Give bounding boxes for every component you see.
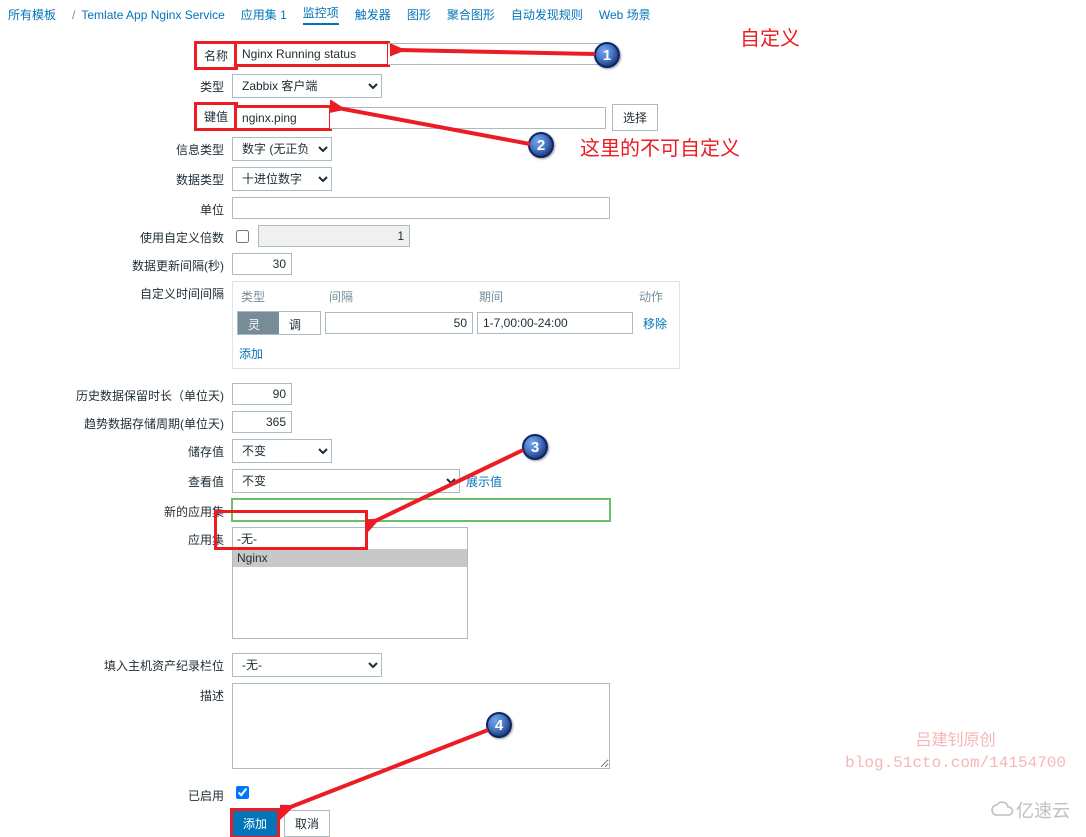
- label-custom-intervals: 自定义时间间隔: [0, 281, 232, 302]
- multiplier-checkbox[interactable]: [236, 230, 249, 243]
- key-input[interactable]: [236, 107, 330, 129]
- update-interval-input[interactable]: [232, 253, 292, 275]
- label-trends: 趋势数据存储周期(单位天): [0, 411, 232, 432]
- interval-head-period: 期间: [471, 282, 631, 311]
- badge-3: 3: [522, 434, 548, 460]
- label-app: 应用集: [0, 527, 232, 548]
- badge-1: 1: [594, 42, 620, 68]
- tab-items[interactable]: 监控项: [303, 4, 339, 25]
- label-data-type: 数据类型: [0, 167, 232, 188]
- label-info-type: 信息类型: [0, 137, 232, 158]
- link-all-templates[interactable]: 所有模板: [8, 6, 56, 23]
- interval-type-segment: 灵活 调度: [237, 311, 321, 335]
- type-select[interactable]: Zabbix 客户端: [232, 74, 382, 98]
- watermark: 吕建钊原创 blog.51cto.com/14154700: [845, 730, 1066, 775]
- host-inventory-select[interactable]: -无-: [232, 653, 382, 677]
- label-host-inventory: 填入主机资产纪录栏位: [0, 653, 232, 674]
- data-type-select[interactable]: 十进位数字: [232, 167, 332, 191]
- cloud-icon: [990, 801, 1016, 819]
- label-type: 类型: [0, 74, 232, 95]
- watermark-line1: 吕建钊原创: [845, 730, 1066, 752]
- badge-4: 4: [486, 712, 512, 738]
- select-key-button[interactable]: 选择: [612, 104, 658, 131]
- history-input[interactable]: [232, 383, 292, 405]
- key-input-overflow[interactable]: [330, 107, 606, 129]
- label-description: 描述: [0, 683, 232, 704]
- interval-table: 类型 间隔 期间 动作 灵活 调度 移除: [232, 281, 680, 369]
- annotation-custom-text: 自定义: [740, 22, 800, 51]
- tab-appset[interactable]: 应用集 1: [241, 6, 287, 23]
- tab-triggers[interactable]: 触发器: [355, 6, 391, 23]
- tab-graphs[interactable]: 图形: [407, 6, 431, 23]
- logo: 亿速云: [990, 797, 1070, 823]
- show-value-map-link[interactable]: 展示值: [466, 473, 502, 490]
- label-key: 键值: [196, 104, 236, 129]
- trends-input[interactable]: [232, 411, 292, 433]
- label-show-value: 查看值: [0, 469, 232, 490]
- interval-head-action: 动作: [631, 282, 679, 311]
- interval-value-input[interactable]: [325, 312, 473, 334]
- breadcrumb-sep: /: [72, 8, 75, 22]
- label-multiplier: 使用自定义倍数: [0, 225, 232, 246]
- interval-remove-link[interactable]: 移除: [637, 315, 667, 332]
- tab-web[interactable]: Web 场景: [599, 6, 651, 23]
- interval-head-type: 类型: [233, 282, 321, 311]
- add-button[interactable]: 添加: [232, 810, 278, 837]
- annotation-not-custom-text: 这里的不可自定义: [580, 132, 740, 161]
- name-input[interactable]: [236, 43, 388, 65]
- watermark-line2: blog.51cto.com/14154700: [845, 752, 1066, 774]
- description-textarea[interactable]: [232, 683, 610, 769]
- enabled-checkbox[interactable]: [236, 786, 249, 799]
- info-type-select[interactable]: 数字 (无正负): [232, 137, 332, 161]
- badge-2: 2: [528, 132, 554, 158]
- show-value-select[interactable]: 不变: [232, 469, 460, 493]
- store-value-select[interactable]: 不变: [232, 439, 332, 463]
- link-template-name[interactable]: Temlate App Nginx Service: [81, 8, 224, 22]
- label-update-interval: 数据更新间隔(秒): [0, 253, 232, 274]
- label-unit: 单位: [0, 197, 232, 218]
- interval-scheduling-button[interactable]: 调度: [279, 312, 320, 334]
- nav-tabs: 所有模板 / Temlate App Nginx Service 应用集 1 监…: [0, 0, 1086, 29]
- annotation-red-box-app: [214, 510, 368, 550]
- label-store-value: 储存值: [0, 439, 232, 460]
- interval-period-input[interactable]: [477, 312, 633, 334]
- logo-text: 亿速云: [1016, 797, 1070, 823]
- label-enabled: 已启用: [0, 783, 232, 804]
- unit-input[interactable]: [232, 197, 610, 219]
- tab-discovery[interactable]: 自动发现规则: [511, 6, 583, 23]
- interval-flexible-button[interactable]: 灵活: [238, 312, 279, 334]
- interval-head-interval: 间隔: [321, 282, 471, 311]
- tab-screens[interactable]: 聚合图形: [447, 6, 495, 23]
- multiplier-input: [258, 225, 410, 247]
- label-name: 名称: [196, 43, 236, 68]
- interval-add-link[interactable]: 添加: [239, 347, 263, 361]
- label-history: 历史数据保留时长（单位天): [0, 383, 232, 404]
- name-input-overflow[interactable]: [388, 43, 606, 65]
- app-option-nginx[interactable]: Nginx: [233, 549, 467, 567]
- cancel-button[interactable]: 取消: [284, 810, 330, 837]
- label-new-app: 新的应用集: [0, 499, 232, 520]
